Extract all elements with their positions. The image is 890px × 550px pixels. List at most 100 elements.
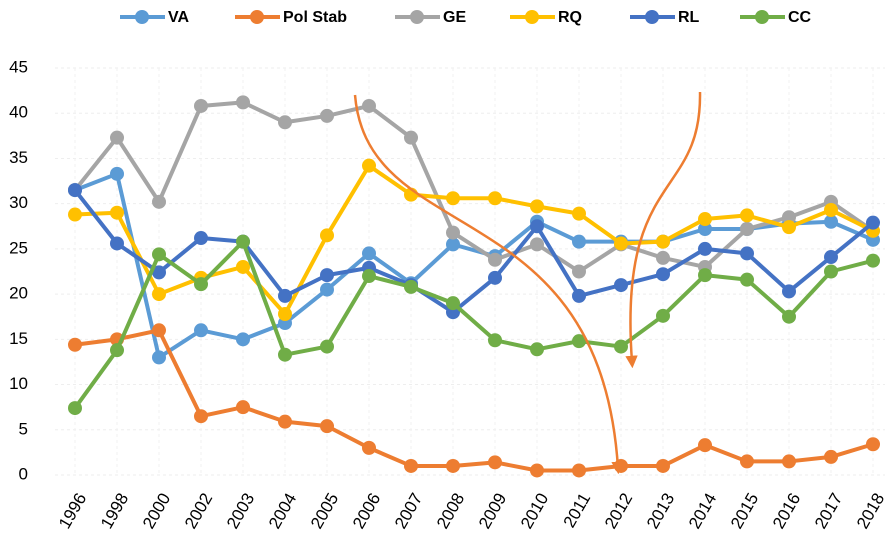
point	[362, 269, 376, 284]
point	[68, 401, 82, 416]
x-tick-label: 1998	[97, 490, 132, 532]
point	[740, 246, 754, 261]
y-tick-label: 10	[9, 374, 28, 393]
annotation-arrow	[625, 91, 702, 369]
point	[278, 115, 292, 130]
point	[278, 307, 292, 322]
point	[404, 279, 418, 294]
point	[530, 463, 544, 478]
x-tick-label: 2016	[769, 490, 804, 532]
point	[740, 221, 754, 236]
point	[530, 342, 544, 357]
point	[614, 236, 628, 251]
series-line	[73, 239, 874, 410]
x-tick-label: 2005	[307, 490, 342, 532]
point	[656, 308, 670, 323]
y-tick-label: 45	[9, 57, 28, 76]
x-tick-label: 2007	[391, 490, 426, 532]
point	[698, 268, 712, 283]
legend-marker	[645, 10, 659, 24]
point	[656, 267, 670, 282]
point	[320, 108, 334, 123]
point	[152, 265, 166, 280]
point	[68, 183, 82, 198]
point	[320, 228, 334, 243]
x-tick-label: 2015	[727, 490, 762, 532]
point	[236, 95, 250, 110]
point	[614, 458, 628, 473]
point	[362, 158, 376, 173]
point	[740, 454, 754, 469]
series-line	[74, 328, 874, 473]
point	[278, 414, 292, 429]
y-tick-label: 30	[9, 193, 28, 212]
point	[236, 400, 250, 415]
point	[194, 98, 208, 113]
point	[572, 234, 586, 249]
y-tick-label: 5	[19, 419, 28, 438]
point	[488, 455, 502, 470]
point	[656, 234, 670, 249]
point	[152, 194, 166, 209]
series-line	[73, 100, 875, 274]
point	[446, 458, 460, 473]
point	[110, 130, 124, 145]
point	[152, 350, 166, 365]
x-tick-label: 2014	[685, 490, 720, 532]
y-tick-label: 20	[9, 284, 28, 303]
x-tick-label: 2011	[560, 490, 595, 531]
point	[110, 343, 124, 358]
x-tick-label: 2013	[643, 490, 678, 532]
point	[488, 191, 502, 206]
point	[320, 339, 334, 354]
point	[446, 237, 460, 252]
point	[866, 215, 880, 230]
point	[488, 333, 502, 348]
point	[68, 337, 82, 352]
point	[782, 309, 796, 324]
legend-marker	[250, 10, 264, 24]
y-tick-label: 0	[19, 464, 28, 483]
y-tick-label: 25	[9, 238, 28, 257]
point	[194, 231, 208, 246]
point	[488, 270, 502, 285]
point	[362, 98, 376, 113]
point	[866, 437, 880, 452]
point	[572, 288, 586, 303]
point	[572, 264, 586, 279]
legend-marker	[410, 10, 424, 24]
point	[698, 241, 712, 256]
point	[614, 339, 628, 354]
legend-label: GE	[443, 9, 466, 26]
legend-label: RL	[678, 9, 700, 26]
point	[362, 440, 376, 455]
point	[530, 237, 544, 252]
point	[152, 323, 166, 338]
annotation-arrow	[353, 94, 624, 475]
legend-label: VA	[168, 9, 189, 26]
point	[488, 252, 502, 267]
point	[572, 206, 586, 221]
point	[110, 236, 124, 251]
legend-marker	[525, 10, 539, 24]
point	[110, 205, 124, 220]
x-tick-label: 2002	[181, 490, 216, 532]
point	[446, 225, 460, 240]
point	[656, 458, 670, 473]
point	[320, 282, 334, 297]
point	[698, 221, 712, 236]
point	[866, 253, 880, 268]
x-tick-label: 2010	[517, 490, 552, 532]
x-tick-label: 2009	[475, 490, 510, 532]
point	[320, 419, 334, 434]
point	[740, 208, 754, 223]
point	[404, 458, 418, 473]
legend-label: CC	[788, 9, 812, 26]
point	[362, 246, 376, 261]
point	[782, 454, 796, 469]
point	[404, 130, 418, 145]
x-tick-label: 2004	[265, 490, 300, 532]
point	[824, 264, 838, 279]
y-tick-label: 15	[9, 329, 28, 348]
x-tick-label: 2008	[433, 490, 468, 532]
